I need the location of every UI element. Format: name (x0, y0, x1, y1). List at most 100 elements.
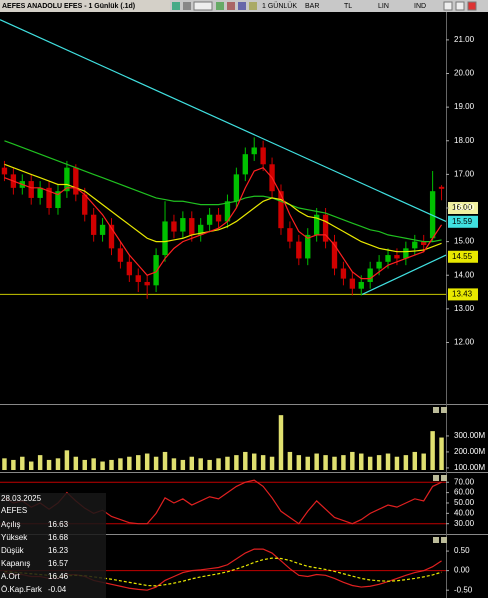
volume-bar (278, 415, 284, 470)
indicator-line (4, 557, 442, 587)
trendline (361, 254, 447, 295)
volume-bar (216, 458, 221, 470)
info-label: Yüksek (1, 533, 28, 542)
volume-bar (127, 456, 132, 470)
moving-average (4, 140, 442, 243)
tool-icon[interactable] (193, 1, 213, 11)
candle-body (224, 201, 231, 222)
toolbar: AEFES ANADOLU EFES - 1 Günlük (.1d) 1 GÜ… (0, 0, 488, 12)
candle-body (403, 248, 409, 259)
volume-bar (269, 456, 275, 470)
toolbar-item[interactable]: LIN (378, 3, 389, 10)
candle-body (28, 181, 34, 198)
y-tick-label: 18.00 (454, 136, 475, 145)
info-box: 28.03.2025 AEFES Açılış 16.63 Yüksek 16.… (0, 493, 106, 598)
volume-bar (439, 437, 444, 470)
candle-body (73, 167, 79, 195)
y-tick-label: 13.00 (454, 304, 475, 313)
price-marker (448, 288, 478, 301)
volume-bar (296, 455, 302, 470)
volume-bar (305, 456, 310, 470)
tool-icon[interactable] (172, 2, 180, 10)
info-value: 16.63 (48, 520, 69, 529)
y-tick-label: 14.00 (454, 270, 475, 279)
volume-bar (20, 456, 25, 470)
y-tick-label: 200.00M (454, 447, 485, 456)
y-tick-label: 50.00 (454, 498, 475, 507)
volume-bar (359, 453, 364, 470)
toolbar-item[interactable]: IND (414, 3, 426, 10)
info-value: 16.57 (48, 559, 69, 568)
candle-body (82, 194, 88, 215)
candle-body (126, 261, 133, 276)
candle-body (251, 147, 257, 155)
info-date: 28.03.2025 (1, 494, 42, 503)
volume-bar (82, 459, 87, 470)
volume-bar (64, 450, 70, 470)
volume-bar (162, 451, 168, 470)
candle-body (135, 275, 141, 282)
candle-body (117, 248, 124, 262)
candle-body (260, 147, 266, 165)
candle-body (358, 281, 364, 289)
volume-bar (136, 455, 141, 470)
panel-button[interactable] (433, 407, 439, 413)
price-marker (448, 202, 478, 214)
panel-button[interactable] (441, 407, 447, 413)
candle-body (438, 186, 445, 189)
tool-icon[interactable] (249, 2, 257, 10)
panel-button[interactable] (433, 475, 439, 481)
info-value: 16.46 (48, 572, 69, 581)
info-label: Ö.Kap.Fark (1, 585, 43, 594)
candle-body (206, 214, 213, 225)
y-tick-label: 17.00 (454, 169, 475, 178)
candle-body (331, 241, 338, 269)
y-tick-label: 30.00 (454, 519, 475, 528)
volume-bar (2, 458, 7, 470)
chart-title: AEFES ANADOLU EFES - 1 Günlük (.1d) (2, 3, 135, 10)
tool-icon[interactable] (216, 2, 224, 10)
tool-icon[interactable] (227, 2, 235, 10)
toolbar-item[interactable]: BAR (305, 3, 319, 10)
panel-button[interactable] (441, 537, 447, 543)
toolbar-item[interactable]: 1 GÜNLÜK (262, 2, 297, 10)
candle-body (144, 281, 150, 286)
volume-bar (91, 458, 96, 470)
candle-body (340, 268, 347, 279)
y-tick-label: 0.00 (454, 566, 470, 575)
candle-body (189, 218, 195, 235)
toolbar-item[interactable]: TL (344, 3, 352, 10)
info-value: 16.68 (48, 533, 69, 542)
volume-bar (251, 453, 257, 470)
y-tick-label: 20.00 (454, 69, 475, 78)
tool-icon[interactable] (183, 2, 191, 10)
volume-bar (341, 455, 346, 470)
y-tick-label: 100.00M (454, 463, 485, 472)
candle-body (55, 191, 61, 208)
window-button[interactable] (443, 1, 453, 11)
candle-body (421, 241, 427, 245)
info-label: Düşük (1, 546, 25, 555)
panel-button[interactable] (441, 475, 447, 481)
volume-bar (189, 456, 195, 470)
candle-body (242, 154, 248, 175)
volume-bar (198, 458, 203, 470)
candle-body (296, 241, 302, 259)
candle-body (349, 278, 356, 289)
volume-bar (367, 456, 373, 470)
volume-bar (412, 451, 418, 470)
candle-body (367, 268, 373, 282)
volume-bar (332, 456, 337, 470)
window-button[interactable] (467, 1, 477, 11)
tool-icon[interactable] (238, 2, 246, 10)
y-tick-label: 21.00 (454, 35, 475, 44)
price-marker-label: 16.00 (452, 203, 473, 212)
panel-button[interactable] (433, 537, 439, 543)
price-marker (448, 215, 478, 228)
y-tick-label: -0.50 (454, 585, 473, 594)
volume-bar (28, 461, 34, 470)
info-label: Açılış (1, 520, 21, 529)
volume-bar (350, 451, 355, 470)
window-button[interactable] (455, 1, 465, 11)
